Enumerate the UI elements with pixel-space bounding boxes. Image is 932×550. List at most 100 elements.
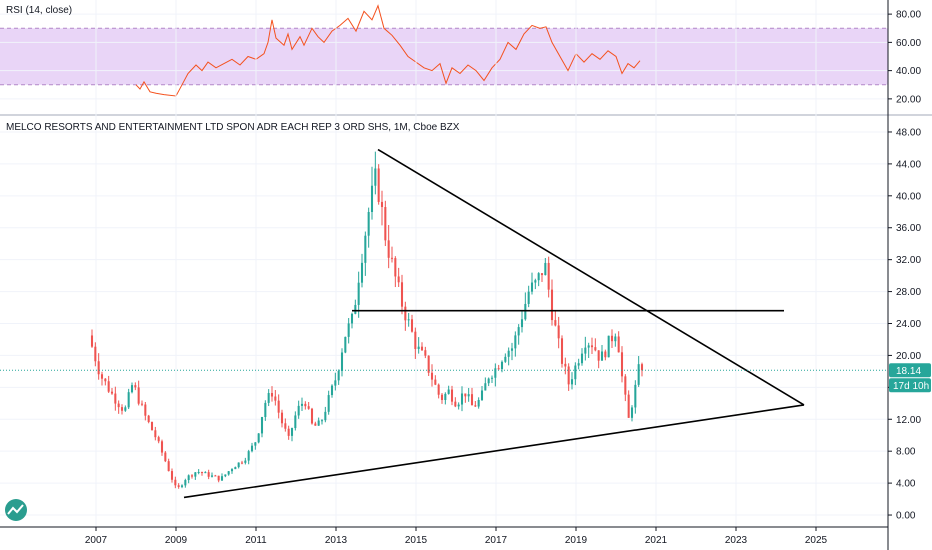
candle-body: [554, 320, 557, 326]
candle-body: [324, 411, 327, 421]
candle-body: [170, 471, 174, 480]
candle-body: [424, 350, 427, 356]
candle-body: [104, 378, 107, 382]
last-price-tag: 18.14 17d 10h: [889, 363, 931, 393]
price-tick-label: 48.00: [896, 127, 921, 138]
candle-body: [314, 423, 317, 426]
candle-body: [124, 407, 127, 411]
candle-body: [454, 401, 457, 407]
candle-body: [134, 385, 137, 388]
candles: [90, 151, 644, 489]
candle-body: [540, 273, 544, 276]
candle-body: [287, 428, 290, 436]
candle-body: [417, 346, 420, 349]
candle-body: [290, 428, 294, 436]
candle-body: [277, 400, 280, 413]
candle-body: [464, 393, 467, 397]
candle-body: [590, 345, 594, 348]
candle-body: [317, 420, 320, 426]
rsi-tick-label: 40.00: [896, 66, 921, 77]
candle-body: [500, 361, 504, 370]
candle-body: [210, 475, 214, 477]
price-axis[interactable]: 48.00 44.00 40.00 36.00 32.00 28.00 24.00 20.00…: [888, 127, 921, 522]
price-tick-label: 36.00: [896, 223, 921, 234]
candle-body: [100, 374, 104, 379]
candle-body: [564, 363, 567, 367]
price-tick-label: 40.00: [896, 191, 921, 202]
candle-body: [400, 282, 404, 307]
price-tick-label: 20.00: [896, 351, 921, 362]
time-tick-label: 2023: [725, 535, 748, 546]
candle-body: [584, 347, 587, 354]
candle-body: [190, 475, 194, 477]
candle-body: [260, 417, 264, 434]
candle-body: [514, 335, 517, 349]
rsi-line: [135, 4, 641, 97]
candle-body: [410, 319, 414, 332]
candle-body: [484, 383, 487, 391]
candle-body: [360, 262, 364, 283]
candle-body: [307, 406, 310, 409]
candle-body: [557, 325, 560, 339]
time-tick-label: 2009: [165, 535, 188, 546]
candle-body: [184, 480, 187, 486]
candle-body: [150, 421, 154, 431]
candle-body: [480, 390, 484, 400]
candle-body: [547, 262, 550, 290]
candle-body: [374, 168, 377, 186]
candle-body: [297, 405, 300, 416]
candle-body: [637, 364, 640, 385]
candle-body: [137, 387, 140, 404]
candle-body: [394, 258, 397, 277]
candle-body: [387, 240, 390, 258]
candle-body: [187, 475, 190, 481]
candle-body: [284, 423, 287, 429]
candle-body: [380, 201, 384, 208]
candle-body: [320, 420, 324, 422]
candle-body: [367, 211, 370, 236]
time-tick-label: 2019: [565, 535, 588, 546]
price-tick-label: 24.00: [896, 319, 921, 330]
candle-body: [444, 393, 447, 400]
lower-trendline[interactable]: [183, 404, 805, 499]
candle-body: [620, 352, 624, 377]
candle-body: [154, 430, 157, 438]
countdown-label: 17d 10h: [893, 381, 929, 392]
candle-body: [627, 394, 630, 418]
tradingview-logo[interactable]: [5, 499, 27, 521]
upper-trendline[interactable]: [377, 148, 805, 406]
candle-body: [257, 433, 260, 443]
candle-body: [130, 385, 134, 393]
rsi-tick-label: 80.00: [896, 10, 921, 21]
candle-body: [450, 389, 454, 402]
candle-body: [487, 378, 490, 384]
candle-body: [587, 345, 590, 348]
candle-body: [214, 475, 217, 477]
price-tick-label: 4.00: [896, 479, 916, 490]
price-tick-label: 12.00: [896, 415, 921, 426]
candle-body: [600, 351, 604, 361]
candle-body: [430, 372, 434, 380]
trendlines[interactable]: [183, 148, 805, 499]
candle-body: [110, 391, 114, 394]
candle-body: [114, 393, 117, 404]
candle-body: [537, 273, 540, 281]
candle-body: [337, 370, 340, 381]
candle-body: [264, 402, 267, 418]
candle-body: [550, 289, 554, 321]
candle-body: [617, 336, 620, 353]
candle-body: [247, 451, 250, 461]
candle-body: [504, 356, 507, 362]
candle-body: [560, 338, 564, 364]
candle-body: [237, 462, 240, 468]
price-tick-label: 0.00: [896, 511, 916, 522]
time-axis[interactable]: 2007 2009 2011 2013 2015 2017 2019 2021 2023 2025: [85, 527, 828, 546]
candle-body: [180, 485, 184, 487]
time-tick-label: 2015: [405, 535, 428, 546]
candle-body: [527, 291, 530, 304]
candle-body: [270, 393, 274, 397]
last-price-tag-bg: [889, 363, 931, 378]
candle-body: [157, 437, 160, 442]
candle-body: [250, 445, 254, 452]
